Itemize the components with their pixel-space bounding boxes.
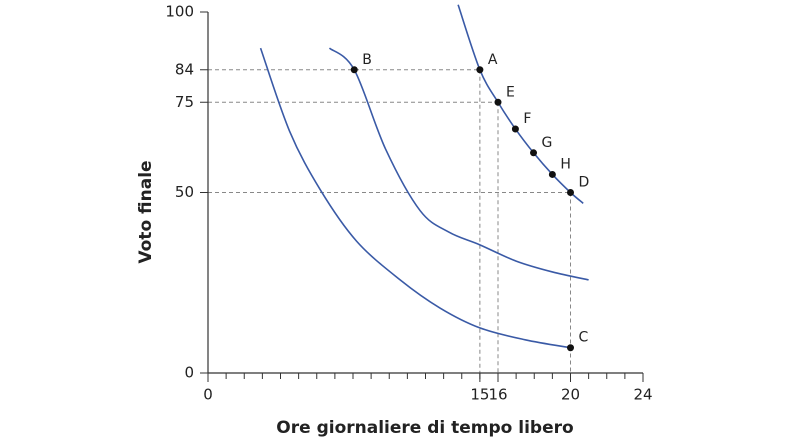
x-tick-label: 16 xyxy=(488,386,507,404)
point xyxy=(567,189,574,196)
indifference-curve xyxy=(259,47,571,349)
point-label: A xyxy=(488,52,498,68)
point-label: B xyxy=(362,52,372,68)
indifference-curve xyxy=(328,47,589,281)
point xyxy=(530,149,538,157)
x-tick-label: 20 xyxy=(561,386,580,404)
x-tick-label: 0 xyxy=(203,386,213,404)
point-label: G xyxy=(542,135,553,151)
point xyxy=(548,170,556,178)
y-tick-label: 100 xyxy=(165,3,194,21)
point xyxy=(567,344,574,352)
point xyxy=(476,66,484,74)
indifference-curve xyxy=(457,4,584,204)
point-label: D xyxy=(579,175,590,191)
point-label: F xyxy=(523,111,531,127)
y-axis-title: Voto finale xyxy=(136,160,156,263)
y-tick-label: 0 xyxy=(184,364,194,382)
point xyxy=(350,66,358,74)
y-tick-label: 50 xyxy=(175,183,194,201)
x-tick-label: 15 xyxy=(470,386,489,404)
point-label: C xyxy=(579,330,589,346)
point-label: H xyxy=(560,156,571,172)
y-tick-label: 75 xyxy=(175,93,194,111)
point xyxy=(511,125,519,133)
x-tick-label: 24 xyxy=(633,386,652,404)
point-label: E xyxy=(506,84,515,100)
point xyxy=(494,98,502,106)
y-tick-label: 84 xyxy=(175,60,194,78)
x-axis-title: Ore giornaliere di tempo libero xyxy=(276,418,573,438)
